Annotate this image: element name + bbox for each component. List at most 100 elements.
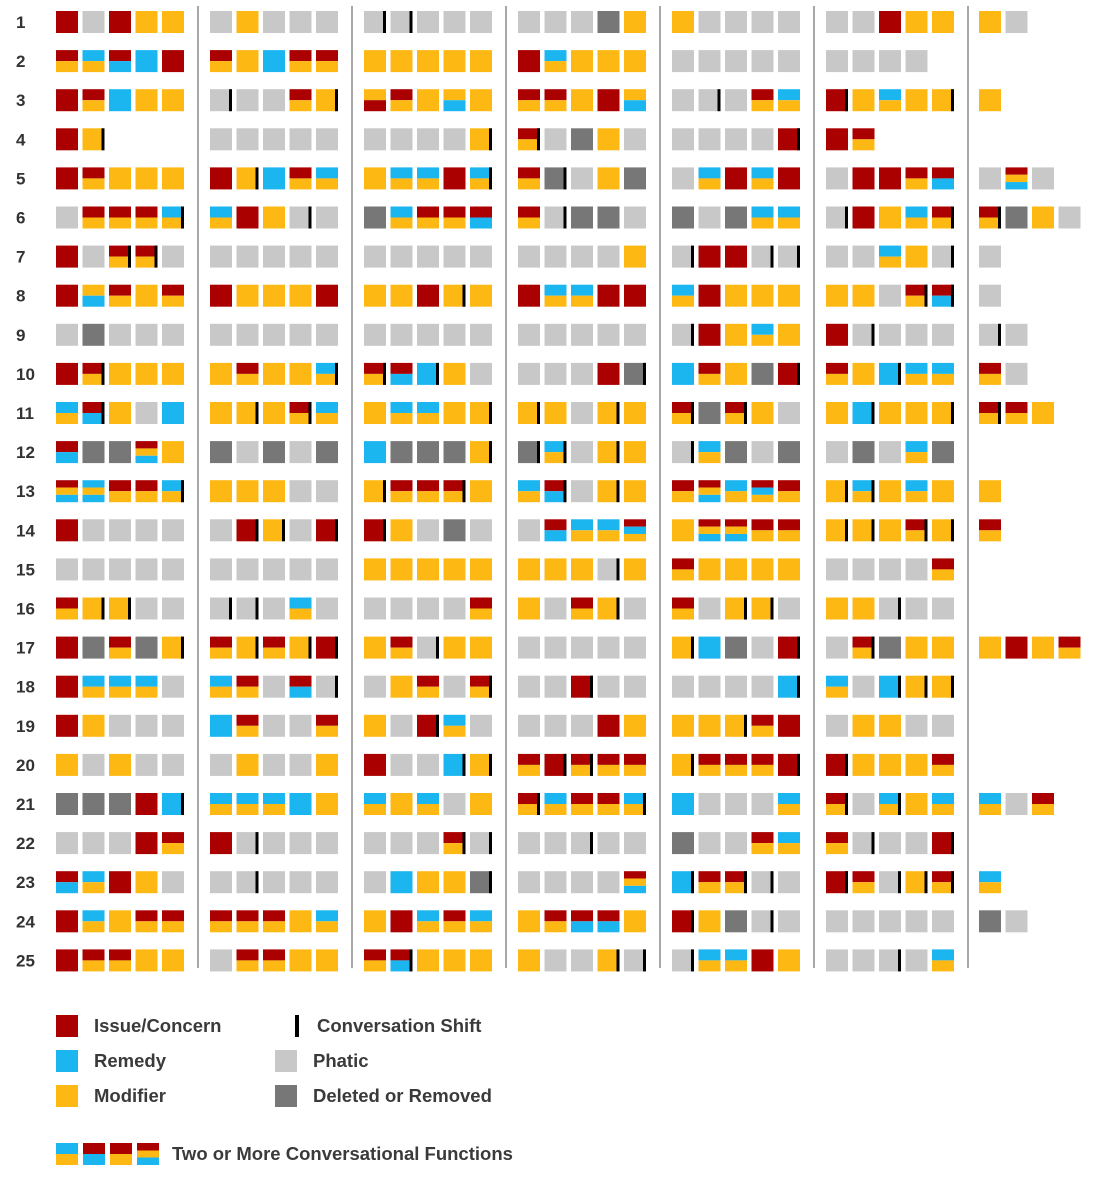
message-square — [417, 519, 439, 542]
message-square — [932, 323, 954, 346]
message-square — [751, 558, 774, 581]
message-square — [56, 608, 78, 620]
legend-remedy: Remedy — [56, 1050, 166, 1072]
message-square — [852, 128, 875, 140]
message-square — [417, 245, 439, 268]
message-square — [571, 441, 593, 464]
message-square — [624, 50, 646, 73]
conversation-shift-mark — [797, 675, 800, 698]
message-square — [289, 89, 312, 101]
message-square — [364, 245, 386, 268]
message-square — [826, 373, 848, 385]
message-square — [236, 921, 259, 933]
message-square — [879, 206, 901, 229]
row-label: 1 — [16, 13, 25, 32]
conversation-shift-mark — [616, 558, 620, 581]
row-label: 12 — [16, 443, 35, 462]
message-square — [852, 519, 875, 542]
message-square — [518, 675, 540, 698]
message-square — [778, 89, 800, 101]
message-square — [443, 362, 466, 385]
conversation-shift-mark — [308, 206, 312, 229]
message-square — [109, 686, 131, 698]
message-square — [316, 480, 338, 503]
message-square — [316, 61, 338, 73]
message-square — [932, 402, 954, 424]
message-square — [905, 519, 928, 531]
message-square — [932, 569, 954, 581]
conversation-shift-mark — [409, 11, 413, 33]
message-square — [470, 921, 492, 933]
message-square — [316, 50, 338, 62]
message-square — [571, 558, 593, 581]
message-square — [210, 636, 232, 648]
message-square — [210, 832, 232, 855]
message-square — [672, 636, 694, 659]
legend-remedy-swatch — [56, 1050, 78, 1072]
message-square — [56, 949, 78, 972]
message-square — [725, 793, 747, 815]
message-square — [417, 413, 439, 424]
message-square — [470, 167, 492, 179]
message-square — [56, 882, 78, 894]
message-square — [932, 89, 954, 112]
message-square — [518, 714, 540, 737]
conversation-shift-mark — [691, 949, 694, 972]
message-square — [135, 441, 158, 449]
message-square — [443, 100, 466, 112]
message-square — [210, 675, 232, 687]
legend-modifier: Modifier — [56, 1085, 166, 1107]
message-square — [905, 323, 928, 346]
message-square — [879, 284, 901, 307]
message-square — [826, 949, 848, 972]
row-label: 7 — [16, 248, 25, 267]
conversation-shift-mark — [128, 597, 131, 620]
message-square — [82, 323, 105, 346]
legend-multi-swatch-2 — [83, 1143, 105, 1165]
conversation-shift-mark — [616, 480, 620, 503]
message-square — [826, 480, 848, 503]
message-square — [289, 206, 312, 229]
message-square — [597, 949, 620, 972]
message-square — [443, 597, 466, 620]
message-square — [316, 373, 338, 385]
message-square — [544, 167, 567, 190]
message-square — [518, 11, 540, 33]
conversation-shift-mark — [563, 206, 567, 229]
message-square — [236, 910, 259, 922]
message-square — [82, 921, 105, 933]
message-square — [236, 714, 259, 726]
message-square — [390, 245, 413, 268]
message-square — [518, 284, 540, 307]
message-square — [56, 871, 78, 883]
message-square — [109, 89, 131, 112]
message-square — [725, 362, 747, 385]
message-square — [289, 128, 312, 151]
message-square — [236, 960, 259, 972]
message-square — [417, 217, 439, 229]
message-square — [751, 832, 774, 844]
message-square — [571, 323, 593, 346]
message-square — [1005, 636, 1028, 659]
message-square — [544, 636, 567, 659]
message-square — [236, 597, 259, 620]
message-square — [979, 167, 1001, 190]
message-square — [82, 178, 105, 190]
conversation-shift-mark — [335, 362, 338, 385]
message-square — [979, 373, 1001, 385]
message-square — [624, 949, 646, 972]
message-square — [879, 256, 901, 268]
conversation-shift-mark — [691, 871, 694, 894]
message-square — [443, 753, 466, 776]
message-square — [725, 949, 747, 961]
row-label: 22 — [16, 834, 35, 853]
message-square — [56, 50, 78, 62]
message-square — [672, 714, 694, 737]
message-square — [905, 206, 928, 218]
message-square — [725, 128, 747, 151]
message-square — [109, 11, 131, 33]
message-square — [236, 167, 259, 190]
legend-modifier-swatch — [56, 1085, 78, 1107]
message-square — [390, 753, 413, 776]
message-square — [725, 533, 747, 542]
